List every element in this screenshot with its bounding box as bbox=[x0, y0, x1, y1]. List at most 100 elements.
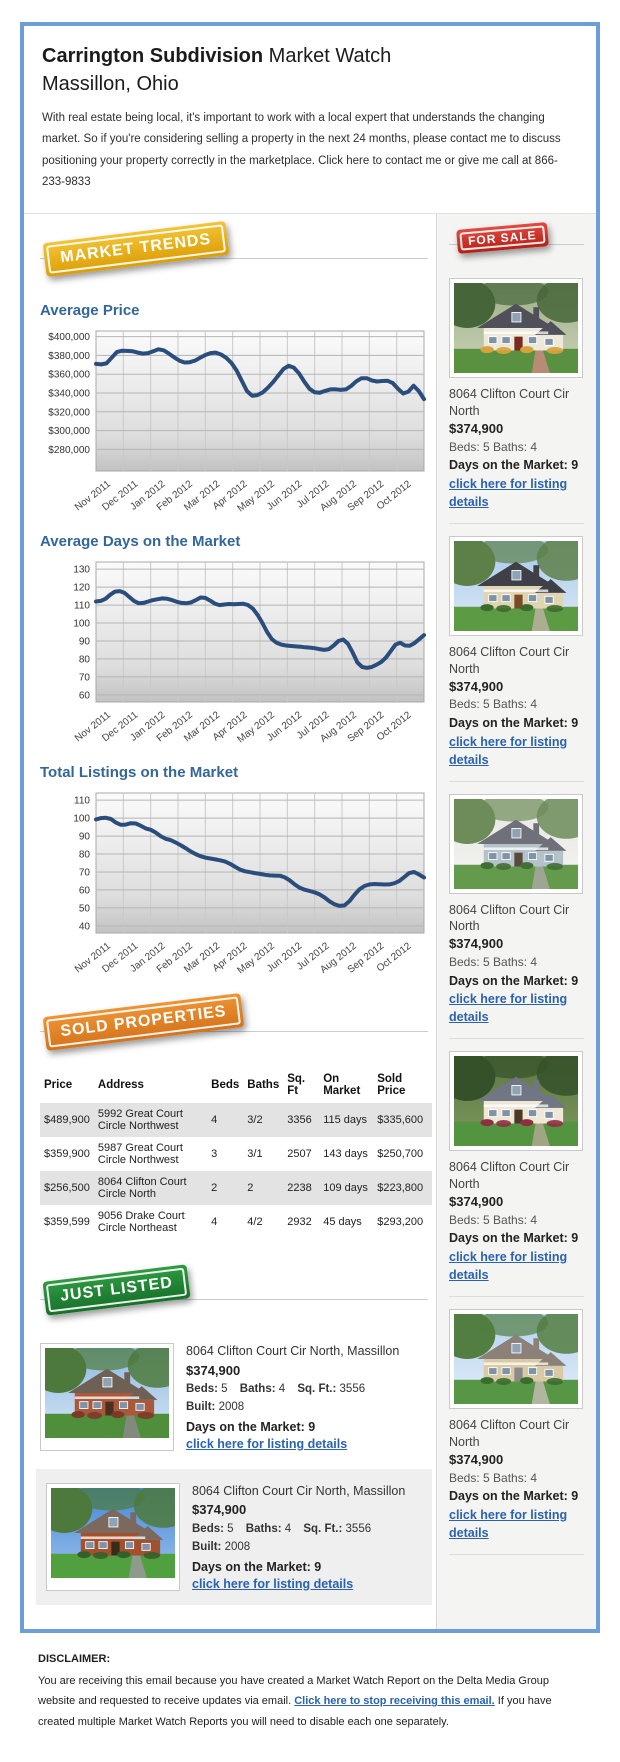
listing-beds-baths: Beds: 5 Baths: 4 bbox=[449, 955, 538, 970]
sold-properties-table: Price Address Beds Baths Sq. Ft On Marke… bbox=[40, 1067, 432, 1239]
average-price-heading: Average Price bbox=[40, 302, 140, 320]
house-photo-illustration bbox=[36, 1482, 194, 1578]
spec-value: 3556 bbox=[345, 1522, 372, 1535]
property-photo[interactable] bbox=[439, 1051, 597, 1152]
page-title: Carrington Subdivision Market Watch Mass… bbox=[42, 42, 574, 98]
just-listed-badge: JUST LISTED bbox=[42, 1264, 191, 1316]
cell-on-market: 115 days bbox=[319, 1103, 374, 1138]
cell-beds: 4 bbox=[211, 1216, 218, 1229]
cell-sold-price: $293,200 bbox=[377, 1216, 424, 1229]
cell-address: 5987 Great Court Circle Northwest bbox=[97, 1142, 183, 1167]
cell-baths: 2 bbox=[243, 1171, 284, 1206]
listing-details-link[interactable]: click here for listing details bbox=[449, 1507, 568, 1540]
cell-baths: 3/2 bbox=[243, 1103, 284, 1138]
cell-sqft: 2932 bbox=[287, 1216, 312, 1229]
table-row: $256,500 8064 Clifton Court Circle North… bbox=[40, 1171, 432, 1206]
listing-beds-baths: Beds: 5 Baths: 4 bbox=[449, 697, 538, 712]
cell-sqft: 2238 bbox=[283, 1171, 320, 1206]
listing-divider bbox=[449, 1553, 584, 1555]
svg-text:100: 100 bbox=[73, 814, 90, 825]
svg-text:120: 120 bbox=[73, 583, 90, 594]
listing-divider bbox=[449, 1296, 584, 1297]
col-sqft: Sq. Ft bbox=[287, 1073, 306, 1098]
listing-details-link[interactable]: click here for listing details bbox=[192, 1576, 354, 1591]
property-photo[interactable] bbox=[30, 1342, 188, 1451]
spec-value: 4 bbox=[284, 1522, 292, 1535]
listing-details-link[interactable]: click here for listing details bbox=[449, 476, 568, 509]
market-trends-section-head: MARKET TRENDS bbox=[40, 220, 428, 286]
svg-text:90: 90 bbox=[79, 637, 91, 648]
property-photo[interactable] bbox=[36, 1482, 194, 1591]
spec-label: Built: bbox=[192, 1541, 222, 1554]
spec-label: Sq. Ft.: bbox=[303, 1522, 343, 1535]
report-type: Market Watch bbox=[263, 45, 392, 67]
average-price-chart: $280,000 $300,000 $320,000 $340,000 $360,000… bbox=[40, 325, 428, 517]
col-sold-price: Sold Price bbox=[377, 1073, 406, 1098]
listing-beds-baths: Beds: 5 Baths: 4 bbox=[449, 1212, 538, 1227]
listing-divider bbox=[449, 1038, 584, 1040]
cell-sold-price: $223,800 bbox=[373, 1171, 432, 1206]
listing-specs: Beds: 5 Baths: 4 Sq. Ft.: 3556 Built: 20… bbox=[186, 1380, 428, 1417]
listing-address: 8064 Clifton Court Cir North bbox=[449, 1418, 570, 1449]
cell-sold-price: $250,700 bbox=[377, 1148, 424, 1161]
listing-beds-baths: Beds: 5 Baths: 4 bbox=[449, 1470, 538, 1485]
house-photo-illustration bbox=[439, 535, 597, 631]
listing-details-link[interactable]: click here for listing details bbox=[186, 1436, 348, 1451]
cell-price: $359,900 bbox=[44, 1148, 90, 1161]
house-photo-illustration bbox=[439, 1308, 597, 1404]
property-photo[interactable] bbox=[439, 277, 597, 379]
listing-details: 8064 Clifton Court Cir North, Massillon … bbox=[192, 1483, 422, 1591]
svg-text:$300,000: $300,000 bbox=[48, 426, 90, 437]
cell-sqft: 2507 bbox=[287, 1148, 312, 1161]
spec-label: Beds: bbox=[186, 1383, 218, 1396]
section-divider bbox=[40, 258, 428, 260]
cell-baths: 4/2 bbox=[247, 1216, 263, 1229]
email-header: Carrington Subdivision Market Watch Mass… bbox=[24, 26, 596, 213]
cell-address: 5992 Great Court Circle Northwest bbox=[93, 1103, 208, 1138]
listing-days-on-market: Days on the Market: 9 bbox=[449, 458, 579, 473]
unsubscribe-link[interactable]: Click here to stop receiving this email. bbox=[294, 1695, 495, 1708]
svg-text:110: 110 bbox=[74, 796, 90, 807]
col-baths: Baths bbox=[247, 1079, 280, 1092]
listing-price: $374,900 bbox=[449, 678, 504, 694]
listing-address: 8064 Clifton Court Cir North bbox=[449, 902, 570, 934]
for-sale-listing: 8064 Clifton Court Cir North $374,900 Be… bbox=[439, 793, 597, 1040]
cell-on-market: 109 days bbox=[319, 1171, 374, 1206]
spec-label: Built: bbox=[186, 1401, 216, 1414]
cell-on-market: 45 days bbox=[323, 1216, 362, 1229]
cell-beds: 3 bbox=[211, 1148, 218, 1161]
property-photo[interactable] bbox=[439, 535, 597, 636]
listing-details-link[interactable]: click here for listing details bbox=[449, 1250, 568, 1282]
for-sale-listing: 8064 Clifton Court Cir North $374,900 Be… bbox=[439, 1051, 597, 1297]
table-row: $359,900 5987 Great Court Circle Northwe… bbox=[40, 1137, 432, 1171]
spec-label: Baths: bbox=[239, 1383, 276, 1396]
for-sale-listing: 8064 Clifton Court Cir North $374,900 Be… bbox=[439, 535, 597, 782]
listing-days-on-market: Days on the Market: 9 bbox=[192, 1559, 322, 1574]
property-photo[interactable] bbox=[439, 793, 597, 894]
house-photo-illustration bbox=[439, 1051, 597, 1147]
listing-details-link[interactable]: click here for listing details bbox=[449, 734, 568, 767]
for-sale-section-head: FOR SALE bbox=[449, 222, 584, 266]
house-photo-illustration bbox=[30, 1342, 188, 1439]
listing-details-link[interactable]: click here for listing details bbox=[449, 992, 568, 1025]
svg-text:100: 100 bbox=[73, 619, 90, 630]
section-divider bbox=[40, 1299, 428, 1301]
spec-label: Baths: bbox=[245, 1522, 282, 1535]
house-photo-illustration bbox=[439, 793, 597, 889]
market-trends-badge: MARKET TRENDS bbox=[42, 220, 230, 278]
intro-text: With real estate being local, it's impor… bbox=[42, 112, 561, 188]
cell-address: 9056 Drake Court Circle Northeast bbox=[97, 1210, 185, 1235]
listing-address: 8064 Clifton Court Cir North, Massillon bbox=[186, 1344, 400, 1359]
listing-details: 8064 Clifton Court Cir North, Massillon … bbox=[186, 1343, 428, 1451]
cell-price: $256,500 bbox=[40, 1171, 94, 1206]
main-column: MARKET TRENDS Average Price $280,000 $300… bbox=[24, 214, 436, 1629]
listing-price: $374,900 bbox=[449, 420, 504, 436]
col-on-market: On Market bbox=[323, 1073, 361, 1098]
average-days-heading: Average Days on the Market bbox=[40, 533, 241, 551]
property-photo[interactable] bbox=[439, 1308, 597, 1409]
cell-price: $359,599 bbox=[44, 1216, 90, 1229]
listing-divider bbox=[449, 780, 584, 782]
svg-text:90: 90 bbox=[79, 832, 91, 843]
listing-price: $374,900 bbox=[192, 1502, 247, 1518]
total-listings-heading: Total Listings on the Market bbox=[40, 764, 239, 782]
